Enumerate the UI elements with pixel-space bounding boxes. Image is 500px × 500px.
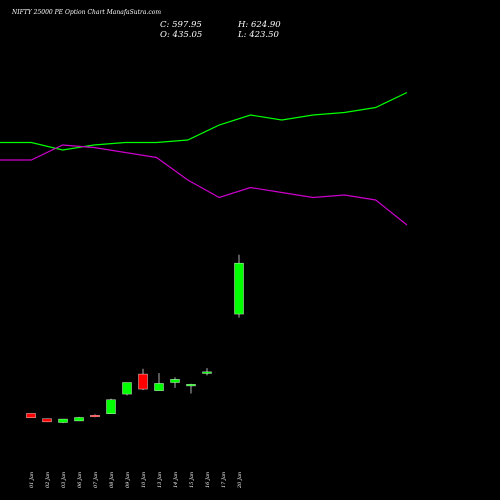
candle-body (74, 417, 84, 422)
candle-body (234, 262, 244, 315)
candle-body (138, 373, 148, 390)
candle-body (202, 371, 212, 374)
x-tick-label: 15 Jan (189, 472, 195, 488)
candles (26, 254, 244, 424)
open-label: O: 435.05 (160, 30, 202, 40)
high-label: H: 624.90 (237, 20, 281, 30)
x-tick-label: 02 Jan (45, 472, 51, 488)
x-tick-label: 13 Jan (157, 472, 163, 488)
x-tick-label: 01 Jan (29, 472, 35, 488)
candle-body (122, 382, 132, 395)
x-tick-label: 17 Jan (221, 472, 227, 488)
x-tick-label: 10 Jan (141, 472, 147, 488)
candle-body (170, 379, 180, 383)
x-tick-label: 16 Jan (205, 472, 211, 488)
low-label: L: 423.50 (237, 30, 280, 40)
candle-body (90, 415, 100, 418)
series-line-2 (0, 144, 408, 226)
chart-title: NIFTY 25000 PE Option Chart ManafaSutra.… (11, 9, 161, 16)
series-line-1 (0, 91, 408, 151)
candle-body (154, 383, 164, 391)
x-tick-label: 03 Jan (61, 472, 67, 488)
close-label: C: 597.95 (160, 20, 202, 30)
x-tick-label: 06 Jan (77, 472, 83, 488)
x-tick-label: 08 Jan (109, 472, 115, 488)
candle-body (26, 413, 36, 419)
x-axis-ticks: 01 Jan 02 Jan 03 Jan 06 Jan 07 Jan 08 Jan 09 J… (29, 472, 243, 489)
candle-body (58, 418, 68, 423)
candle-body (42, 418, 52, 423)
x-tick-label: 09 Jan (125, 472, 131, 488)
x-tick-label: 20 Jan (237, 472, 243, 489)
x-tick-label: 07 Jan (93, 472, 99, 488)
candle-body (186, 384, 196, 387)
indicator-lines (0, 91, 408, 226)
candle-body (106, 399, 116, 414)
x-tick-label: 14 Jan (173, 472, 179, 488)
